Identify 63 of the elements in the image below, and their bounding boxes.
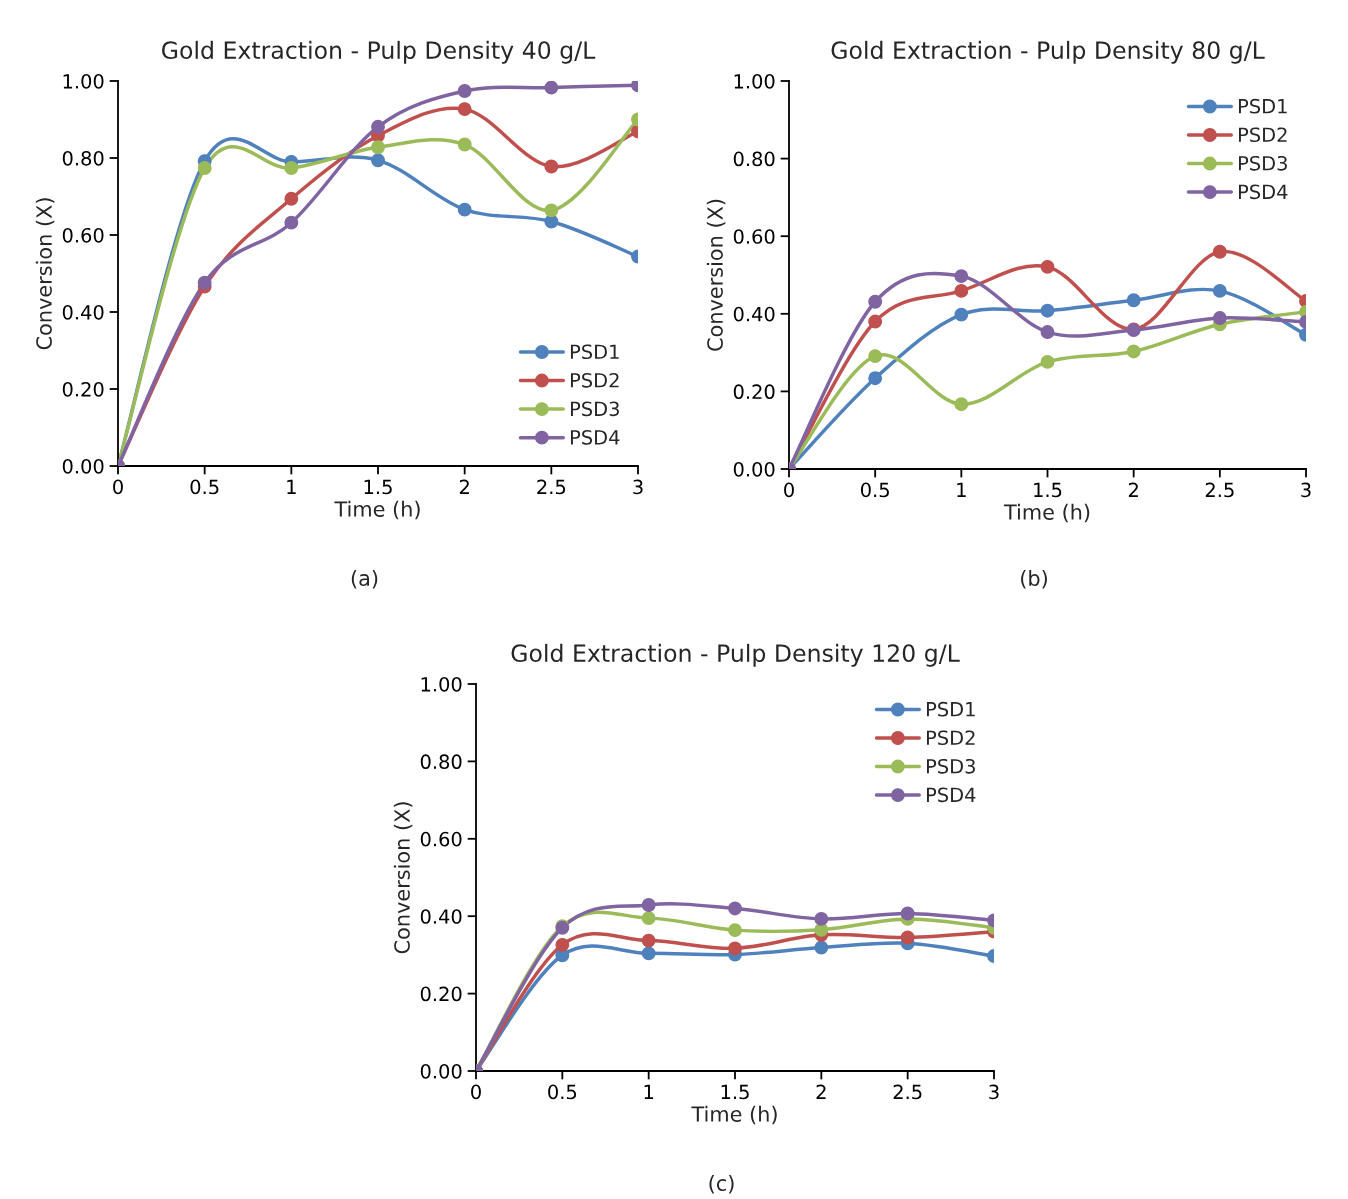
x-tick-label: 3 [633, 479, 643, 495]
x-tick-label: 2.5 [537, 479, 566, 495]
legend-label: PSD1 [571, 344, 619, 360]
x-tick-label: 0.5 [548, 1084, 577, 1100]
y-axis-title: Conversion (X) [393, 802, 413, 954]
x-tick-label: 0 [113, 479, 123, 495]
legend-label: PSD2 [571, 372, 619, 388]
x-tick-label: 1.5 [364, 479, 392, 495]
x-tick-label: 2 [459, 479, 469, 494]
y-tick-label: 0.40 [62, 304, 104, 320]
text: (c) [709, 1174, 734, 1194]
chart-title: Gold Extraction - Pulp Density 80 g/L [831, 40, 1265, 64]
legend-label: PSD2 [1239, 127, 1287, 143]
x-axis-title: Time (h) [691, 1105, 777, 1125]
x-tick-label: 1 [644, 1084, 654, 1099]
x-tick-label: 1.5 [1034, 482, 1062, 498]
legend-label: PSD4 [1239, 184, 1288, 200]
x-tick-label: 2 [1128, 482, 1138, 497]
y-tick-label: 0.20 [733, 384, 775, 400]
x-axis-title: Time (h) [334, 500, 420, 520]
chart-title: Gold Extraction - Pulp Density 40 g/L [162, 40, 596, 64]
legend-label: PSD1 [927, 701, 975, 717]
y-tick-label: 0.40 [733, 306, 775, 322]
x-axis-title: Time (h) [1003, 503, 1090, 523]
y-tick-label: 1.00 [421, 676, 462, 692]
x-tick-label: 3 [989, 1084, 999, 1100]
x-tick-label: 3 [1301, 482, 1311, 498]
y-tick-label: 0.20 [62, 381, 104, 397]
legend-label: PSD2 [927, 730, 975, 746]
y-tick-label: 0.20 [420, 986, 462, 1002]
y-tick-label: 1.00 [63, 73, 104, 89]
x-tick-label: 2.5 [1205, 482, 1234, 498]
y-tick-label: 0.60 [733, 229, 775, 244]
legend-label: PSD3 [571, 401, 619, 417]
chart-title: Gold Extraction - Pulp Density 120 g/L [511, 643, 960, 667]
text: (b) [1021, 569, 1047, 589]
y-tick-label: 0.60 [62, 227, 104, 243]
legend-label: PSD4 [571, 430, 620, 445]
y-tick-label: 1.00 [734, 73, 775, 89]
y-tick-label: 0.80 [733, 151, 775, 167]
x-tick-label: 1 [287, 479, 296, 494]
legend-label: PSD3 [927, 758, 975, 774]
y-tick-label: 0.40 [420, 909, 462, 924]
x-tick-label: 1 [957, 482, 966, 497]
legend-label: PSD1 [1239, 98, 1287, 114]
text: (a) [351, 569, 378, 589]
y-axis-title: Conversion (X) [35, 198, 55, 350]
x-tick-label: 1.5 [721, 1084, 749, 1100]
y-axis-title: Conversion (X) [706, 199, 726, 351]
x-tick-label: 0 [784, 482, 794, 498]
x-tick-label: 2 [816, 1084, 826, 1099]
y-tick-label: 0.60 [420, 831, 462, 847]
x-tick-label: 0.5 [860, 482, 889, 498]
x-tick-label: 2.5 [893, 1084, 922, 1100]
legend-label: PSD3 [1239, 155, 1287, 171]
x-tick-label: 0.5 [190, 479, 219, 495]
y-tick-label: 0.00 [733, 461, 775, 477]
y-tick-label: 0.00 [62, 458, 104, 474]
y-tick-label: 0.00 [420, 1063, 462, 1079]
y-tick-label: 0.80 [420, 754, 462, 770]
x-tick-label: 0 [471, 1084, 481, 1100]
y-tick-label: 0.80 [62, 150, 104, 166]
legend-label: PSD4 [927, 787, 976, 803]
